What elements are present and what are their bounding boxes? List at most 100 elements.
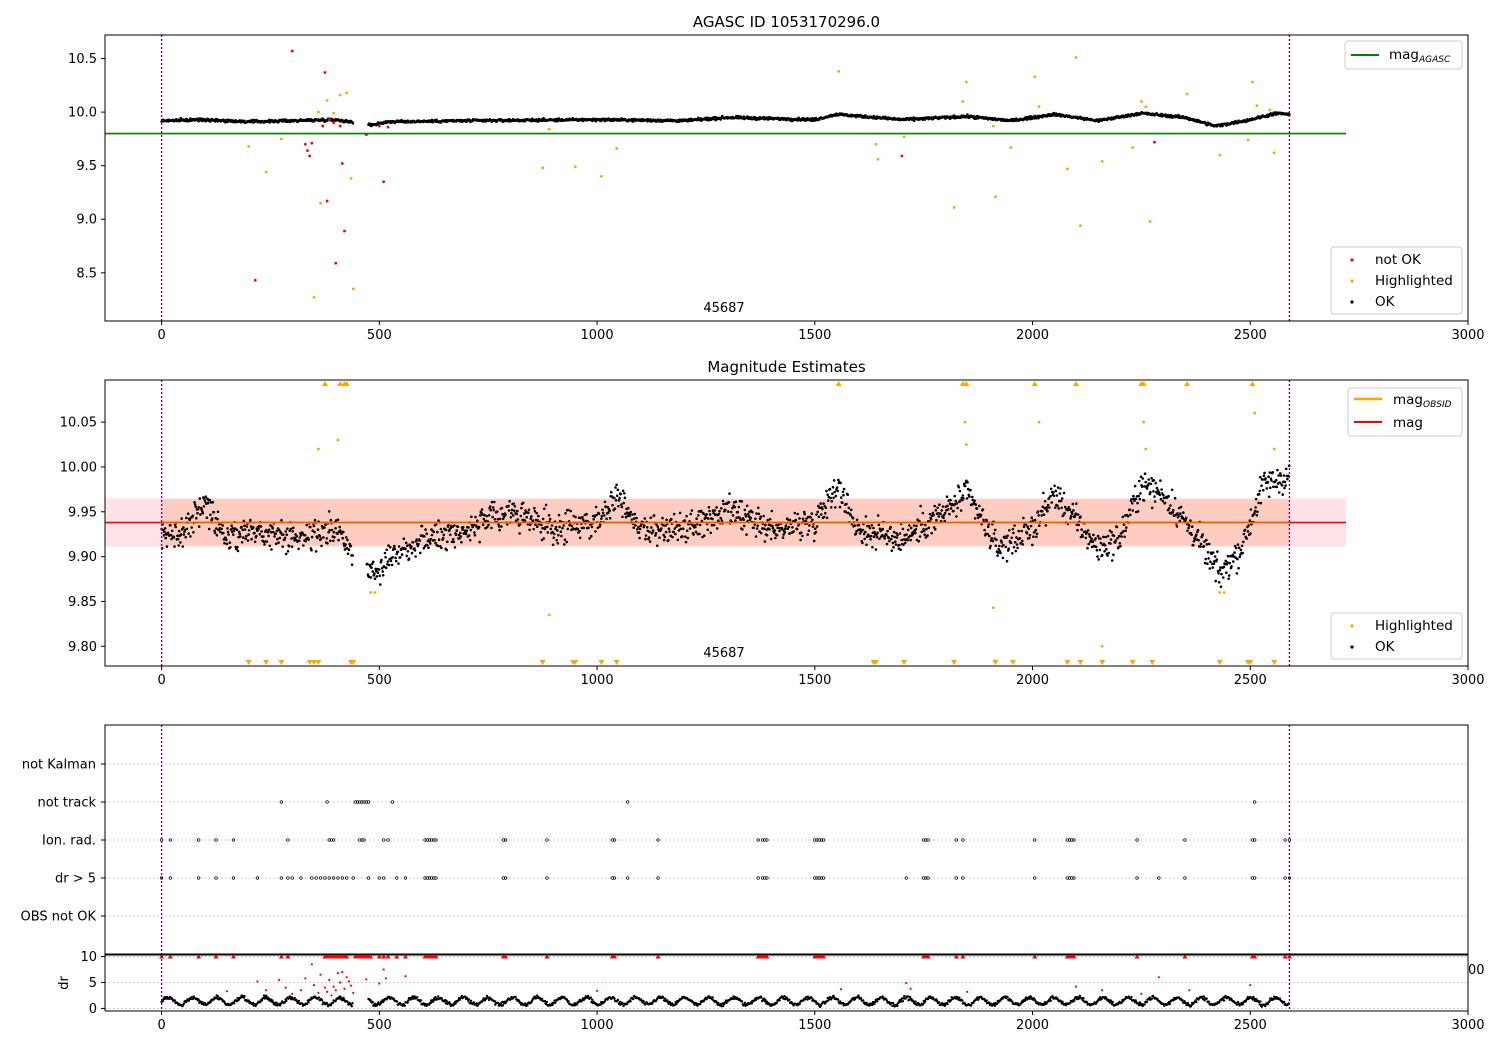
mid-ok-point [1116, 536, 1119, 540]
dr-ok-point [469, 999, 473, 1002]
mid-ok-point [959, 509, 963, 512]
mid-ok-point [291, 530, 295, 533]
flag-dr-gt-5-marker [336, 876, 340, 880]
mid-ok-point [548, 517, 552, 521]
top-not-ok-point [386, 125, 390, 129]
mid-ok-point [902, 543, 905, 546]
mid-ok-point [247, 529, 251, 532]
mid-ok-point [235, 547, 238, 551]
mid-ok-point [441, 536, 445, 540]
mid-ok-point [664, 524, 667, 527]
mid-ok-point [994, 544, 998, 547]
mid-ok-point [1235, 572, 1239, 575]
mid-ok-point [854, 532, 858, 535]
top-not-ok-point [382, 180, 386, 184]
mid-ok-point [935, 518, 938, 522]
mid-ok-point [394, 559, 398, 563]
mid-ok-point [1027, 527, 1030, 531]
flag-ion-rad-marker [1072, 838, 1076, 842]
mid-ok-point [1259, 475, 1262, 479]
mid-ok-point [896, 533, 899, 537]
panel-middle-frame [104, 379, 1469, 667]
dr-ok-point [445, 999, 448, 1003]
top-not-ok-point [303, 142, 307, 146]
mid-ok-point [456, 525, 460, 529]
mid-ytick-label-2: 9.90 [68, 550, 97, 565]
mid-ok-point [600, 514, 604, 518]
flag-not-track-marker [366, 800, 371, 804]
mid-ok-point [949, 507, 953, 510]
mid-ok-point [1129, 513, 1132, 517]
mid-ok-point [917, 539, 921, 543]
mid-ok-point [996, 554, 999, 557]
mid-ok-point [523, 512, 526, 515]
top-not-ok-point [290, 49, 294, 53]
flag-ion-rad-marker [1183, 838, 1187, 842]
mid-ok-point [831, 485, 835, 489]
dr-ok-point [514, 995, 517, 999]
mid-ok-point [302, 544, 305, 547]
mid-ok-point [469, 528, 473, 532]
mid-ok-point [380, 558, 383, 562]
flag-dr-gt-5-marker [610, 876, 614, 880]
mid-ok-point [1022, 516, 1025, 520]
dr-ok-point [254, 1004, 257, 1008]
top-not-ok-point [327, 118, 331, 122]
flag-ion-rad-marker [1067, 838, 1072, 842]
dr-ok-point [395, 1000, 399, 1003]
mid-ok-point [845, 502, 848, 506]
mid-ok-point [971, 495, 974, 499]
flag-ion-rad-marker [1252, 838, 1257, 842]
mid-ok-point [868, 526, 872, 530]
dr-ok-point [161, 999, 165, 1003]
mid-ok-point [681, 527, 685, 530]
flag-ion-rad-marker [610, 838, 614, 842]
top-ok-point [1177, 113, 1180, 117]
mid-ok-point [1239, 548, 1243, 552]
mid-ok-point [191, 514, 195, 518]
dr-ok-point [545, 1000, 549, 1004]
mid-ok-point [501, 512, 504, 516]
mid-ok-point [1049, 487, 1053, 491]
mid-highlighted-above-marker [337, 381, 344, 386]
mid-ok-point [452, 540, 456, 544]
top-highlighted-point [1009, 146, 1013, 149]
mid-ok-point [755, 527, 759, 530]
mid-ok-point [914, 528, 918, 531]
mid-ok-point [711, 517, 714, 521]
mid-ok-point [244, 537, 247, 541]
top-ok-point [966, 113, 969, 116]
mid-ok-point [506, 523, 509, 526]
flag-dr-gt-5-marker [815, 876, 819, 880]
mid-ok-point [1236, 543, 1240, 546]
dr-ok-point [582, 998, 585, 1002]
mid-ok-point [1284, 467, 1288, 471]
mid-ok-point [246, 539, 250, 542]
dr-ok-point [440, 997, 443, 1000]
top-highlighted-point [325, 98, 329, 102]
mid-ok-point [387, 544, 390, 547]
mid-ok-point [395, 552, 399, 556]
mid-ok-point [1238, 555, 1242, 559]
mid-ok-point [1112, 534, 1116, 538]
mid-ok-point [1052, 491, 1055, 494]
mid-ok-point [606, 505, 610, 509]
flag-ion-rad-marker [813, 838, 817, 842]
flag-dr-gt-5-marker [403, 876, 408, 880]
mid-ok-point [769, 537, 773, 541]
mid-highlighted-below-marker [1129, 660, 1136, 665]
dr-ok-point [589, 996, 592, 999]
mid-ok-point [631, 513, 634, 516]
mid-ok-point [169, 533, 173, 537]
mid-ytick-label-5: 10.05 [60, 416, 97, 431]
mid-ok-point [1202, 545, 1206, 548]
top-ytick-label-2: 9.5 [76, 159, 97, 174]
mid-ok-point [565, 540, 568, 544]
top-xtick-label-6: 3000 [1451, 328, 1484, 343]
mid-ok-point [229, 546, 232, 549]
panel-middle-obsid-label: 45687 [703, 646, 744, 661]
mid-ok-point [801, 534, 804, 538]
flag-ion-rad-marker [286, 838, 290, 842]
flag-ion-rad-marker [429, 838, 434, 842]
dr-ok-point [334, 999, 337, 1002]
